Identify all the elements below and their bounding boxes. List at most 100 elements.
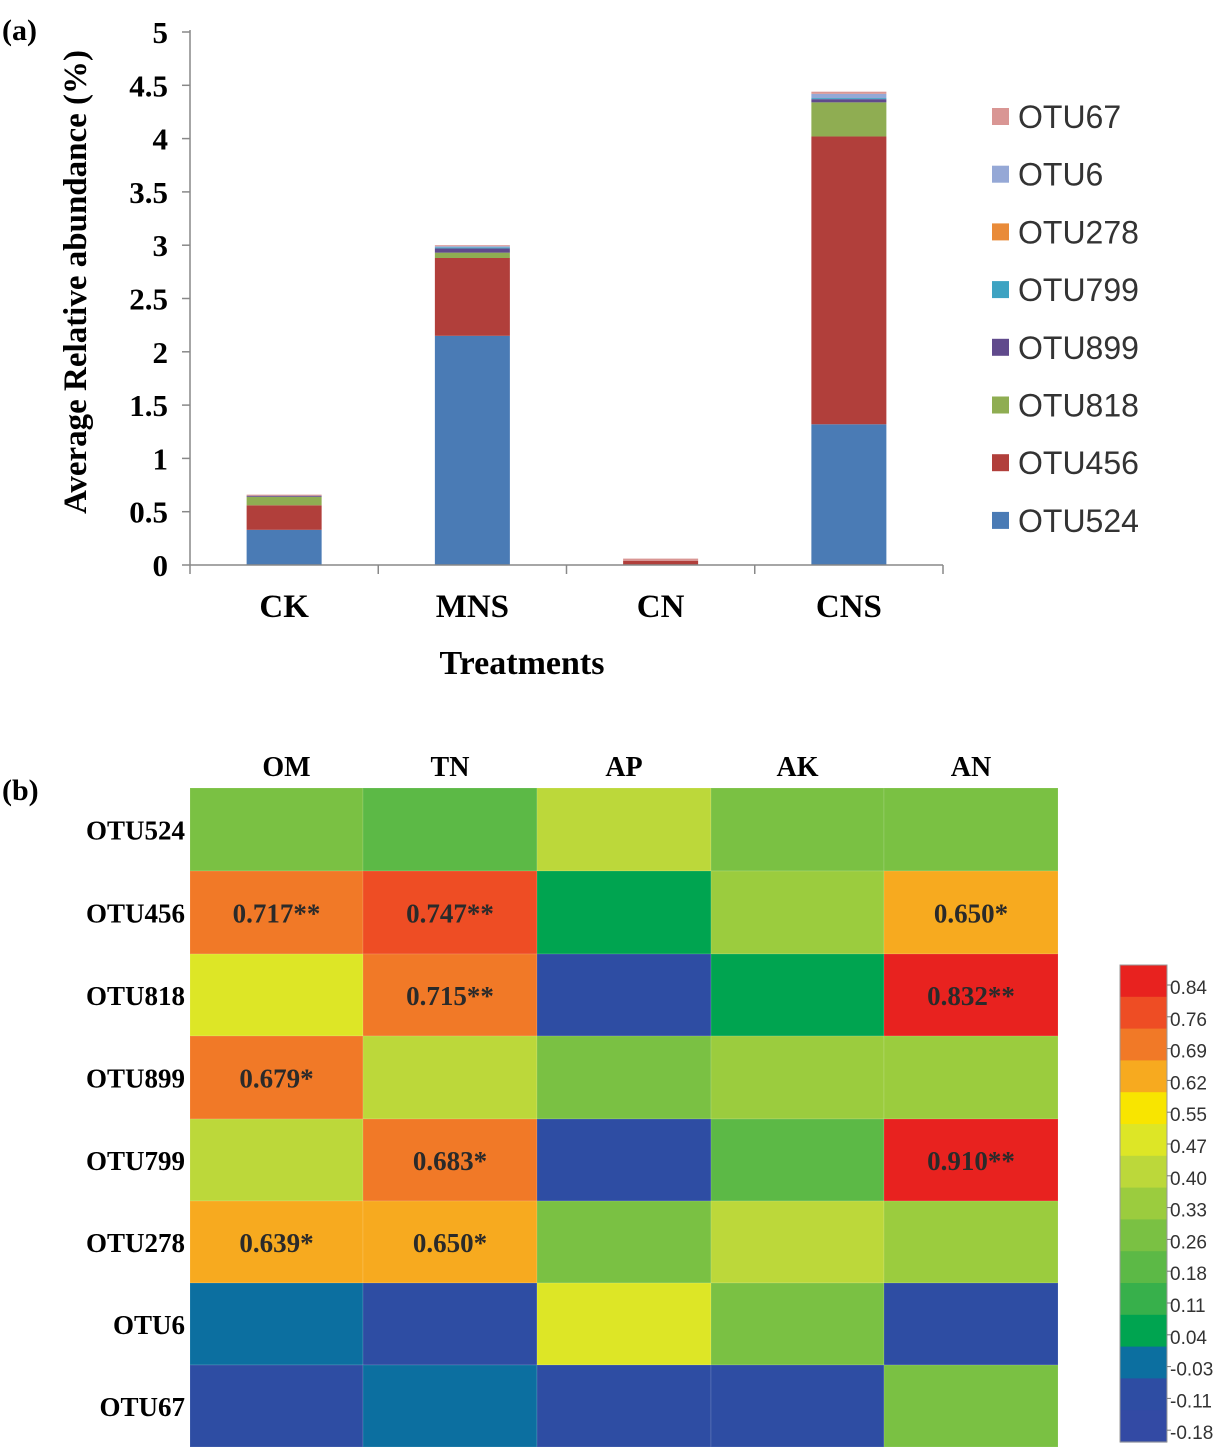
heatmap-cell bbox=[536, 1118, 712, 1202]
legend-label: OTU799 bbox=[1018, 272, 1139, 308]
bar-chart-x-axis-title: Treatments bbox=[440, 645, 605, 682]
bar-segment-otu456-ck bbox=[246, 505, 322, 530]
y-tick-label: 4 bbox=[153, 122, 169, 157]
panel-b-label: (b) bbox=[2, 774, 39, 807]
heatmap-cell bbox=[362, 1282, 538, 1366]
heatmap-cell bbox=[189, 1035, 364, 1120]
heatmap-cell bbox=[883, 870, 1059, 955]
heatmap-column-label: AK bbox=[777, 752, 819, 783]
panel-a-label: (a) bbox=[2, 14, 37, 47]
heatmap-cell bbox=[536, 1035, 712, 1120]
heatmap-cell bbox=[189, 1200, 364, 1284]
heatmap-cell bbox=[710, 1200, 885, 1284]
colorbar-segment bbox=[1120, 1410, 1167, 1443]
y-tick-label: 5 bbox=[153, 15, 169, 50]
colorbar-segment bbox=[1120, 1283, 1167, 1316]
y-tick-label: 0 bbox=[153, 548, 169, 583]
x-tick-label: CN bbox=[637, 589, 685, 625]
colorbar-label: 0.11 bbox=[1170, 1296, 1206, 1317]
legend-swatch-otu818 bbox=[992, 396, 1009, 414]
colorbar-segment bbox=[1120, 1219, 1167, 1252]
heatmap-column-label: OM bbox=[262, 752, 310, 783]
colorbar-segment bbox=[1120, 1187, 1167, 1220]
heatmap-cell bbox=[536, 1200, 712, 1284]
heatmap-annotation: 0.832** bbox=[927, 981, 1015, 1011]
colorbar-label: -0.03 bbox=[1170, 1360, 1213, 1381]
bar-chart-x-ticks: CK MNS CN CNS bbox=[189, 565, 944, 625]
heatmap-cell bbox=[189, 1364, 364, 1448]
colorbar-frame bbox=[1119, 964, 1168, 1443]
heatmap-cell bbox=[362, 1364, 538, 1448]
colorbar-label: 0.84 bbox=[1170, 978, 1207, 999]
legend-swatch-otu899 bbox=[992, 338, 1009, 356]
heatmap-cell bbox=[536, 870, 712, 955]
heatmap-annotation: 0.679* bbox=[239, 1064, 313, 1094]
heatmap-cell bbox=[362, 953, 538, 1037]
colorbar-segment bbox=[1120, 1124, 1167, 1157]
heatmap-cell bbox=[883, 1200, 1059, 1284]
colorbar-label: -0.11 bbox=[1170, 1391, 1212, 1412]
heatmap-row-label: OTU899 bbox=[86, 1064, 185, 1094]
heatmap-cell bbox=[710, 1035, 885, 1120]
legend-swatch-otu6 bbox=[992, 165, 1009, 183]
heatmap-cell bbox=[883, 1118, 1059, 1202]
heatmap-cell bbox=[189, 1282, 364, 1366]
heatmap-cells bbox=[189, 787, 1059, 1448]
colorbar-segment bbox=[1120, 1028, 1167, 1061]
bar-segment-otu818-ck bbox=[246, 496, 322, 506]
legend-swatch-otu67 bbox=[992, 108, 1009, 125]
heatmap-cell bbox=[710, 1282, 885, 1366]
legend-swatch-otu799 bbox=[992, 281, 1009, 299]
heatmap-column-labels: OM TN AP AK AN bbox=[262, 752, 991, 783]
heatmap-row-label: OTU818 bbox=[86, 981, 185, 1011]
bar-segment-otu799-cns bbox=[811, 98, 887, 100]
y-tick-label: 3 bbox=[153, 228, 169, 263]
panel-a-bar-chart: (a) Average Relative abundance (%) 0 0.5 1… bbox=[2, 14, 1139, 682]
legend-label: OTU456 bbox=[1018, 445, 1139, 481]
colorbar-segment bbox=[1120, 1346, 1167, 1379]
heatmap-cell bbox=[710, 1364, 885, 1448]
heatmap-cell bbox=[883, 1282, 1059, 1366]
heatmap-column-label: AN bbox=[951, 752, 991, 783]
bar-segment-otu67-mns bbox=[434, 245, 510, 247]
colorbar-label: 0.62 bbox=[1170, 1073, 1207, 1094]
bar-segment-otu67-ck bbox=[246, 494, 322, 496]
colorbar-label: 0.76 bbox=[1170, 1010, 1207, 1031]
heatmap-cell bbox=[189, 953, 364, 1037]
legend-label: OTU278 bbox=[1018, 214, 1139, 250]
bar-segment-otu456-cn bbox=[623, 560, 699, 565]
panel-b-heatmap: (b) OM TN AP AK AN OTU524OTU456OTU818OTU899O… bbox=[2, 752, 1213, 1448]
colorbar-label: 0.26 bbox=[1170, 1232, 1207, 1253]
y-tick-label: 4.5 bbox=[129, 68, 168, 103]
heatmap-annotation: 0.717** bbox=[233, 899, 321, 929]
heatmap-row-label: OTU456 bbox=[86, 899, 185, 929]
heatmap-row-label: OTU278 bbox=[86, 1228, 185, 1258]
bar-segment-otu818-mns bbox=[434, 252, 510, 258]
heatmap-annotation: 0.639* bbox=[239, 1228, 313, 1258]
heatmap-row-labels: OTU524 OTU456 OTU818 OTU899 OTU799 OTU278 OTU6… bbox=[86, 816, 185, 1423]
legend-label: OTU899 bbox=[1018, 330, 1139, 366]
heatmap-cell bbox=[710, 953, 885, 1037]
bar-segment-otu67-cns bbox=[811, 91, 887, 94]
colorbar-label: 0.47 bbox=[1170, 1137, 1207, 1158]
heatmap-cell bbox=[362, 1118, 538, 1202]
bar-segment-otu456-mns bbox=[434, 257, 510, 336]
heatmap-cell bbox=[362, 1200, 538, 1284]
legend-label: OTU67 bbox=[1018, 99, 1121, 135]
heatmap-cell bbox=[362, 1035, 538, 1120]
y-tick-label: 3.5 bbox=[129, 175, 168, 210]
bar-chart-legend: OTU67 OTU6 OTU278 OTU799 OTU899 OTU818 OTU456 O… bbox=[992, 99, 1139, 539]
y-tick-label: 2.5 bbox=[129, 282, 168, 317]
y-tick-label: 0.5 bbox=[129, 495, 168, 530]
colorbar-segment bbox=[1120, 1060, 1167, 1093]
heatmap-cell bbox=[710, 1118, 885, 1202]
colorbar-segment bbox=[1120, 1155, 1167, 1189]
heatmap-row-label: OTU799 bbox=[86, 1146, 185, 1176]
colorbar-segment bbox=[1120, 1314, 1167, 1348]
legend-swatch-otu456 bbox=[992, 454, 1009, 472]
heatmap-annotation: 0.683* bbox=[413, 1146, 487, 1176]
heatmap-annotation: 0.910** bbox=[927, 1146, 1015, 1176]
x-tick-label: MNS bbox=[436, 589, 509, 625]
colorbar-label: 0.69 bbox=[1170, 1042, 1207, 1063]
